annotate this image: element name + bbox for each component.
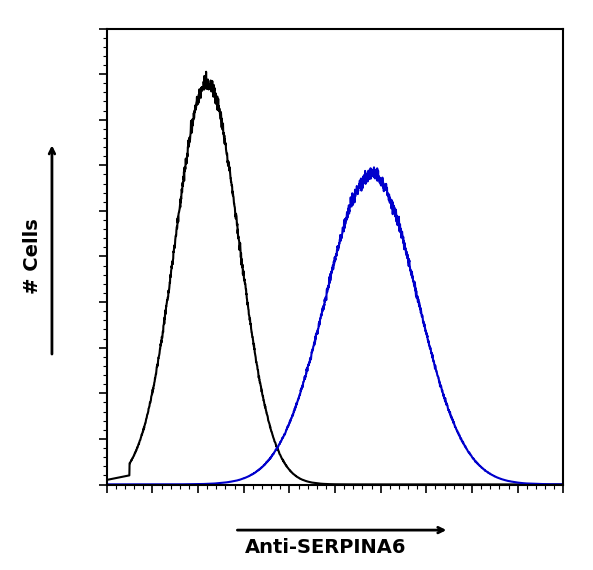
Text: Anti-SERPINA6: Anti-SERPINA6 (246, 538, 407, 557)
Text: # Cells: # Cells (23, 219, 42, 294)
